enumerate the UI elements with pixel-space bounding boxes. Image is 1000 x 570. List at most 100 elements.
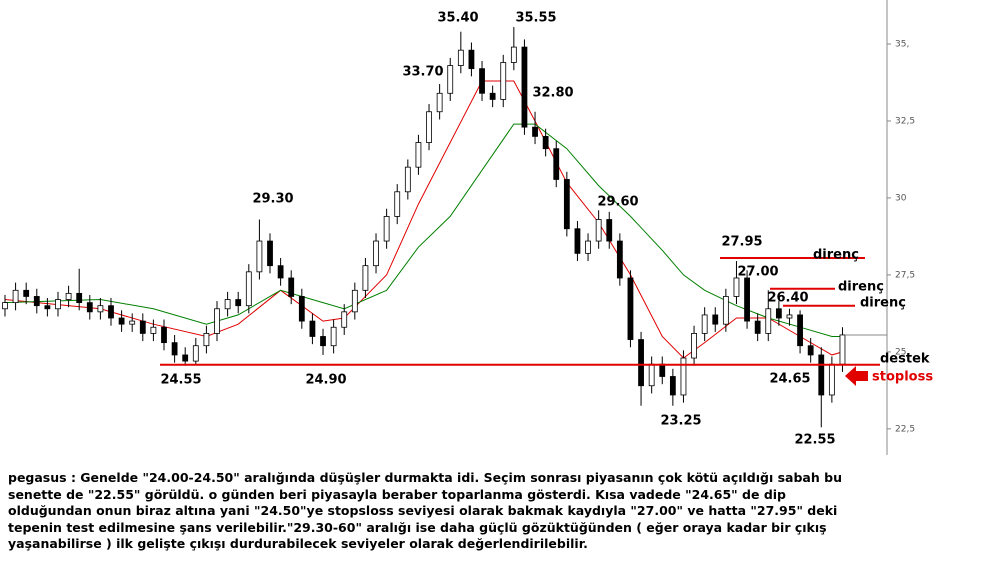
candle-body	[224, 299, 231, 310]
candle-body	[786, 314, 793, 319]
candle-body	[447, 65, 454, 94]
candle-body	[415, 142, 422, 168]
candle-body	[595, 219, 602, 242]
candle-body	[712, 314, 719, 325]
y-tick-label: 35,	[895, 40, 909, 50]
price-annotation: 32.80	[532, 86, 573, 101]
price-annotation: 27.95	[721, 235, 762, 250]
moving-average	[4, 80, 843, 359]
candle-body	[288, 277, 295, 297]
candle-body	[214, 308, 220, 334]
caption-line: yaşanabilirse ) ilk gelişte çıkışı durdu…	[8, 536, 588, 551]
candle-body	[2, 302, 8, 310]
level-label: direnç	[813, 248, 859, 263]
caption-line: senette de "22.55" görüldü. o günden ber…	[8, 486, 787, 502]
y-tick-label: 32,5	[895, 116, 915, 126]
stoploss-label: stoploss	[872, 370, 933, 385]
price-annotation: 29.30	[252, 192, 293, 207]
candle-body	[351, 289, 358, 313]
candle-body	[256, 240, 263, 273]
chart: 35,32,53027,52522,5dirençdirençdirençdes…	[2, 0, 933, 455]
price-annotation: 26.40	[767, 291, 808, 306]
candle-body	[828, 363, 835, 396]
candle-body	[627, 277, 634, 340]
candle-body	[574, 228, 581, 254]
price-annotation: 29.60	[597, 195, 638, 210]
caption-line: pegasus : Genelde "24.00-24.50" aralığın…	[8, 470, 842, 485]
candle-body	[744, 277, 750, 322]
candle-body	[532, 126, 538, 137]
candle-body	[426, 111, 432, 143]
candle-body	[129, 320, 136, 325]
candle-body	[807, 345, 814, 356]
candle-body	[108, 305, 114, 319]
candle-body	[457, 49, 464, 66]
candle-body	[76, 292, 83, 304]
candle-body	[775, 308, 782, 319]
candle-body	[192, 345, 199, 362]
candle-body	[86, 302, 93, 313]
caption: pegasus : Genelde "24.00-24.50" aralığın…	[8, 470, 993, 553]
candle-body	[436, 92, 443, 113]
candle-body	[23, 289, 30, 297]
caption-line: tepenin test edilmesine şans verilebilir…	[8, 519, 827, 535]
candle-body	[669, 376, 676, 396]
candle-body	[330, 326, 337, 347]
candle-body	[309, 320, 316, 337]
price-annotation: 35.55	[515, 11, 556, 26]
price-annotation: 27.00	[737, 265, 778, 280]
candle-body	[394, 191, 401, 217]
candle-body	[818, 354, 825, 396]
y-tick-label: 30	[895, 193, 907, 203]
y-tick-label: 22,5	[895, 424, 915, 434]
candle-body	[277, 265, 284, 279]
candle-body	[362, 265, 369, 291]
candle-body	[553, 148, 560, 180]
price-annotation: 24.55	[160, 373, 201, 388]
candle-body	[606, 219, 613, 242]
candle-body	[659, 363, 666, 377]
candle-body	[298, 296, 305, 322]
candle-body	[55, 299, 61, 310]
candle-body	[489, 92, 496, 100]
candle-body	[510, 46, 517, 63]
candle-body	[118, 317, 125, 325]
candle-body	[839, 334, 846, 365]
price-annotation: 35.40	[437, 11, 478, 26]
price-annotation: 24.65	[769, 372, 810, 387]
stoploss-arrow	[845, 366, 868, 386]
level-label: direnç	[860, 296, 906, 311]
candle-body	[722, 296, 729, 325]
candle-body	[97, 305, 104, 313]
candle-body	[638, 339, 644, 387]
candle-body	[65, 292, 72, 300]
candle-body	[203, 332, 210, 347]
candle-body	[373, 240, 379, 267]
caption-line: olduğundan onun biraz altına yani "24.50…	[8, 503, 838, 518]
candle-body	[542, 135, 549, 150]
candle-body	[765, 308, 772, 334]
candle-body	[44, 305, 51, 310]
candle-body	[797, 314, 803, 347]
moving-average	[4, 123, 843, 337]
candle-body	[320, 336, 326, 347]
candle-body	[585, 240, 591, 254]
candle-body	[139, 320, 146, 334]
candle-body	[267, 240, 273, 267]
candle-body	[680, 357, 687, 396]
candle-body	[404, 166, 411, 193]
candle-body	[33, 296, 40, 307]
candle-body	[182, 354, 189, 362]
level-label: direnç	[838, 280, 884, 295]
candle-body	[754, 320, 761, 334]
price-annotation: 22.55	[794, 433, 835, 448]
candle-body	[563, 179, 570, 230]
candle-body	[648, 363, 655, 387]
candle-body	[150, 326, 157, 334]
candle-body	[245, 271, 252, 307]
y-tick-label: 25	[895, 347, 906, 357]
price-annotation: 33.70	[402, 65, 443, 80]
level-label: destek	[880, 352, 930, 367]
candle-body	[500, 62, 507, 100]
candle-body	[341, 311, 348, 328]
